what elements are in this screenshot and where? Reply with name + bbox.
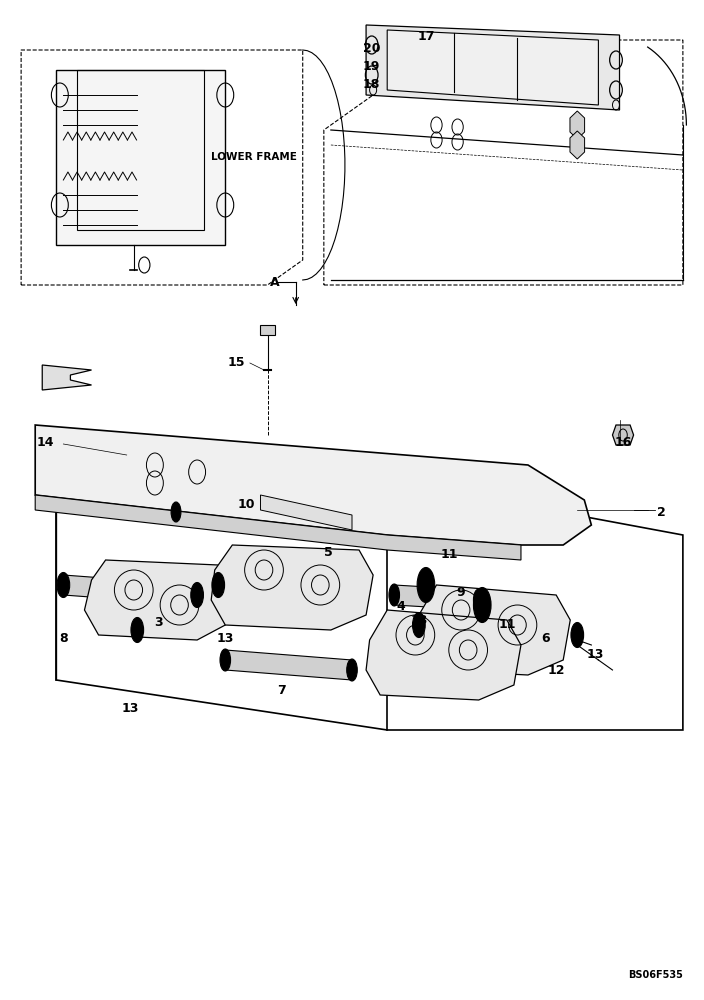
Polygon shape (63, 575, 197, 605)
Text: 2: 2 (658, 506, 666, 520)
Text: 9: 9 (457, 585, 465, 598)
Ellipse shape (347, 659, 357, 681)
Polygon shape (612, 425, 634, 445)
Text: 13: 13 (410, 613, 427, 626)
Ellipse shape (220, 649, 231, 671)
Polygon shape (394, 585, 479, 610)
Ellipse shape (191, 582, 203, 607)
Polygon shape (570, 111, 584, 139)
Polygon shape (260, 325, 275, 335)
Polygon shape (225, 650, 352, 680)
Text: 6: 6 (541, 632, 550, 645)
Ellipse shape (131, 617, 144, 643)
Polygon shape (366, 25, 620, 110)
Ellipse shape (571, 622, 584, 648)
Ellipse shape (413, 612, 425, 638)
Text: 13: 13 (217, 632, 234, 645)
Text: 20: 20 (363, 41, 380, 54)
Polygon shape (35, 425, 591, 545)
Ellipse shape (212, 572, 225, 597)
Text: 13: 13 (122, 702, 139, 714)
Polygon shape (260, 495, 352, 530)
Text: 13: 13 (586, 648, 603, 660)
Text: 5: 5 (325, 546, 333, 560)
Text: 19: 19 (363, 60, 380, 74)
Polygon shape (211, 545, 373, 630)
Ellipse shape (417, 568, 434, 602)
Ellipse shape (171, 502, 181, 522)
Polygon shape (176, 505, 296, 525)
Text: 11: 11 (441, 548, 458, 562)
Ellipse shape (474, 589, 484, 611)
Polygon shape (570, 131, 584, 159)
Polygon shape (42, 365, 92, 390)
Text: 15: 15 (227, 356, 244, 368)
Polygon shape (35, 495, 521, 560)
Text: LOWER FRAME: LOWER FRAME (210, 152, 296, 162)
Polygon shape (84, 560, 232, 640)
Text: 4: 4 (397, 600, 406, 613)
Text: 11: 11 (498, 618, 515, 632)
Polygon shape (415, 585, 570, 675)
Text: 14: 14 (37, 436, 54, 448)
Text: 18: 18 (363, 79, 380, 92)
Text: BS06F535: BS06F535 (628, 970, 683, 980)
Text: 12: 12 (548, 664, 565, 676)
Polygon shape (387, 30, 598, 105)
Ellipse shape (473, 587, 491, 622)
Ellipse shape (57, 572, 70, 597)
Polygon shape (366, 610, 521, 700)
Text: 8: 8 (59, 632, 68, 645)
Text: 16: 16 (615, 436, 631, 450)
Text: 7: 7 (277, 684, 286, 696)
Polygon shape (56, 70, 225, 245)
Text: 10: 10 (238, 498, 255, 512)
Text: 17: 17 (417, 30, 434, 43)
Text: 3: 3 (154, 615, 163, 629)
Ellipse shape (389, 584, 400, 606)
Text: A: A (270, 275, 279, 288)
